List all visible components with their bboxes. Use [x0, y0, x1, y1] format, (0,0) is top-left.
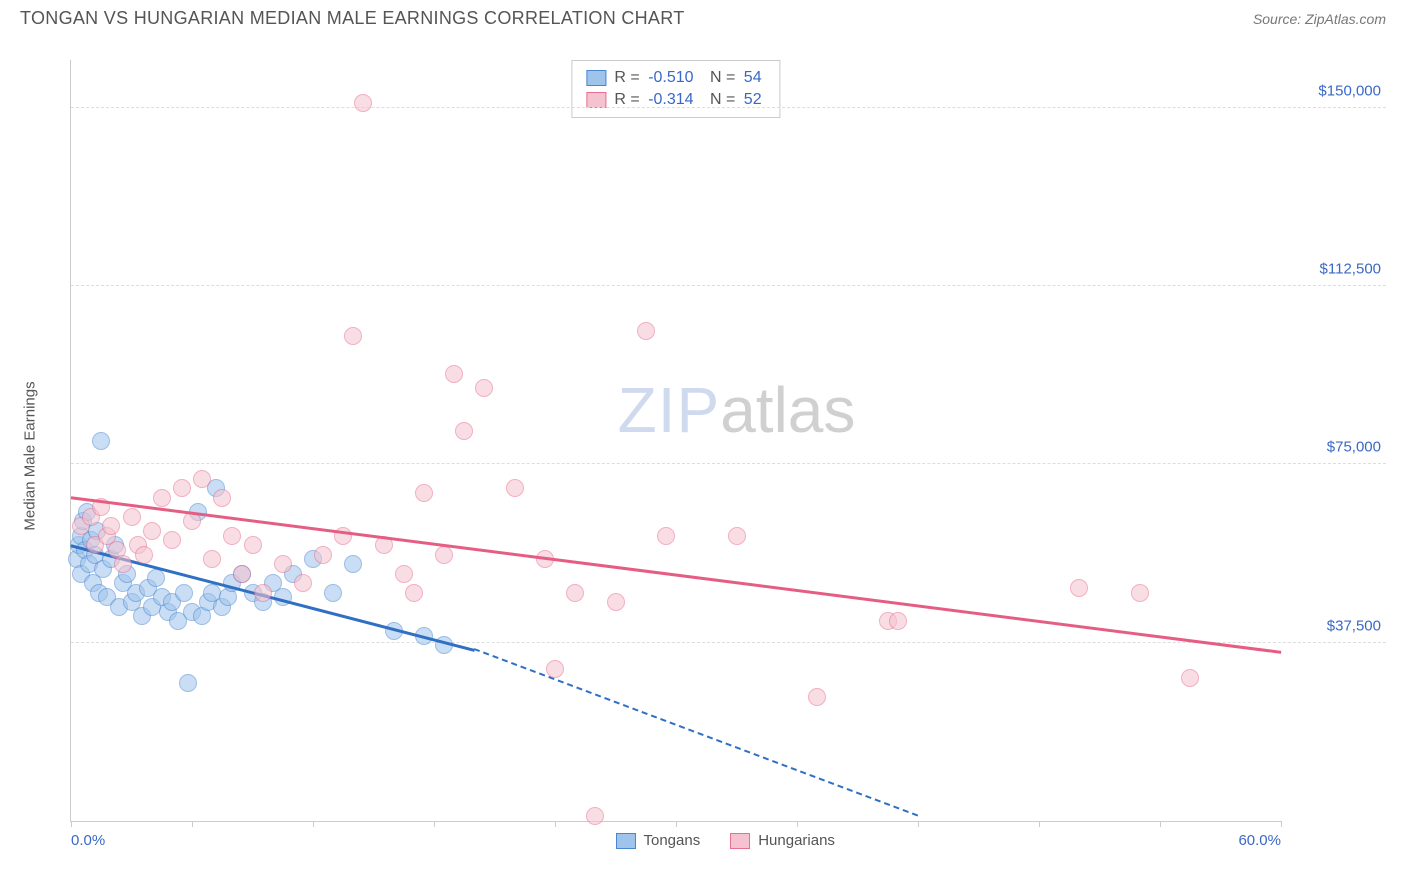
data-point: [506, 479, 524, 497]
data-point: [163, 531, 181, 549]
data-point: [143, 522, 161, 540]
data-point: [445, 365, 463, 383]
data-point: [102, 517, 120, 535]
data-point: [808, 688, 826, 706]
source-label: Source: ZipAtlas.com: [1253, 11, 1386, 27]
y-tick-label: $112,500: [1320, 260, 1381, 277]
data-point: [435, 546, 453, 564]
data-point: [203, 550, 221, 568]
data-point: [415, 484, 433, 502]
plot-region: ZIPatlas R = -0.510 N = 54R = -0.314 N =…: [70, 60, 1281, 822]
legend-item: Hungarians: [730, 832, 835, 849]
data-point: [475, 379, 493, 397]
x-tick: [192, 821, 193, 827]
data-point: [889, 612, 907, 630]
x-tick-label: 60.0%: [1238, 832, 1281, 849]
x-tick-label: 0.0%: [71, 832, 105, 849]
legend-label: Hungarians: [758, 832, 835, 849]
x-tick: [71, 821, 72, 827]
data-point: [637, 322, 655, 340]
x-tick: [797, 821, 798, 827]
data-point: [728, 527, 746, 545]
data-point: [1131, 584, 1149, 602]
data-point: [657, 527, 675, 545]
data-point: [1181, 669, 1199, 687]
data-point: [314, 546, 332, 564]
x-tick: [313, 821, 314, 827]
legend-swatch: [730, 833, 750, 849]
x-tick: [918, 821, 919, 827]
x-tick: [676, 821, 677, 827]
data-point: [586, 807, 604, 825]
gridline: [71, 107, 1386, 108]
data-point: [123, 508, 141, 526]
data-point: [566, 584, 584, 602]
x-tick: [555, 821, 556, 827]
data-point: [244, 536, 262, 554]
y-tick-label: $150,000: [1318, 82, 1381, 99]
gridline: [71, 463, 1386, 464]
data-point: [395, 565, 413, 583]
data-point: [274, 555, 292, 573]
legend-label: Tongans: [644, 832, 701, 849]
data-point: [294, 574, 312, 592]
data-point: [254, 584, 272, 602]
stat-r-label: R = -0.510: [614, 69, 697, 87]
stats-legend: R = -0.510 N = 54R = -0.314 N = 52: [571, 60, 780, 118]
data-point: [233, 565, 251, 583]
data-point: [1070, 579, 1088, 597]
data-point: [607, 593, 625, 611]
trend-line: [71, 496, 1281, 653]
x-tick: [1281, 821, 1282, 827]
gridline: [71, 642, 1386, 643]
data-point: [175, 584, 193, 602]
data-point: [344, 327, 362, 345]
x-tick: [1160, 821, 1161, 827]
bottom-legend: Tongans Hungarians: [616, 832, 835, 849]
y-axis-label: Median Male Earnings: [22, 381, 39, 530]
data-point: [223, 527, 241, 545]
legend-swatch: [616, 833, 636, 849]
data-point: [455, 422, 473, 440]
stat-legend-row: R = -0.510 N = 54: [586, 67, 765, 89]
data-point: [546, 660, 564, 678]
y-tick-label: $37,500: [1327, 617, 1381, 634]
data-point: [135, 546, 153, 564]
chart-title: TONGAN VS HUNGARIAN MEDIAN MALE EARNINGS…: [20, 8, 685, 29]
data-point: [405, 584, 423, 602]
data-point: [354, 94, 372, 112]
data-point: [92, 432, 110, 450]
x-tick: [1039, 821, 1040, 827]
data-point: [153, 489, 171, 507]
trend-line-dashed: [474, 648, 918, 816]
gridline: [71, 285, 1386, 286]
data-point: [344, 555, 362, 573]
data-point: [147, 569, 165, 587]
chart-area: Median Male Earnings ZIPatlas R = -0.510…: [50, 60, 1386, 852]
data-point: [173, 479, 191, 497]
y-tick-label: $75,000: [1327, 439, 1381, 456]
x-tick: [434, 821, 435, 827]
data-point: [193, 470, 211, 488]
data-point: [179, 674, 197, 692]
data-point: [213, 489, 231, 507]
data-point: [114, 555, 132, 573]
data-point: [324, 584, 342, 602]
legend-swatch: [586, 70, 606, 86]
watermark: ZIPatlas: [618, 373, 856, 447]
legend-item: Tongans: [616, 832, 701, 849]
stat-legend-row: R = -0.314 N = 52: [586, 89, 765, 111]
stat-n-label: N = 54: [706, 69, 766, 87]
